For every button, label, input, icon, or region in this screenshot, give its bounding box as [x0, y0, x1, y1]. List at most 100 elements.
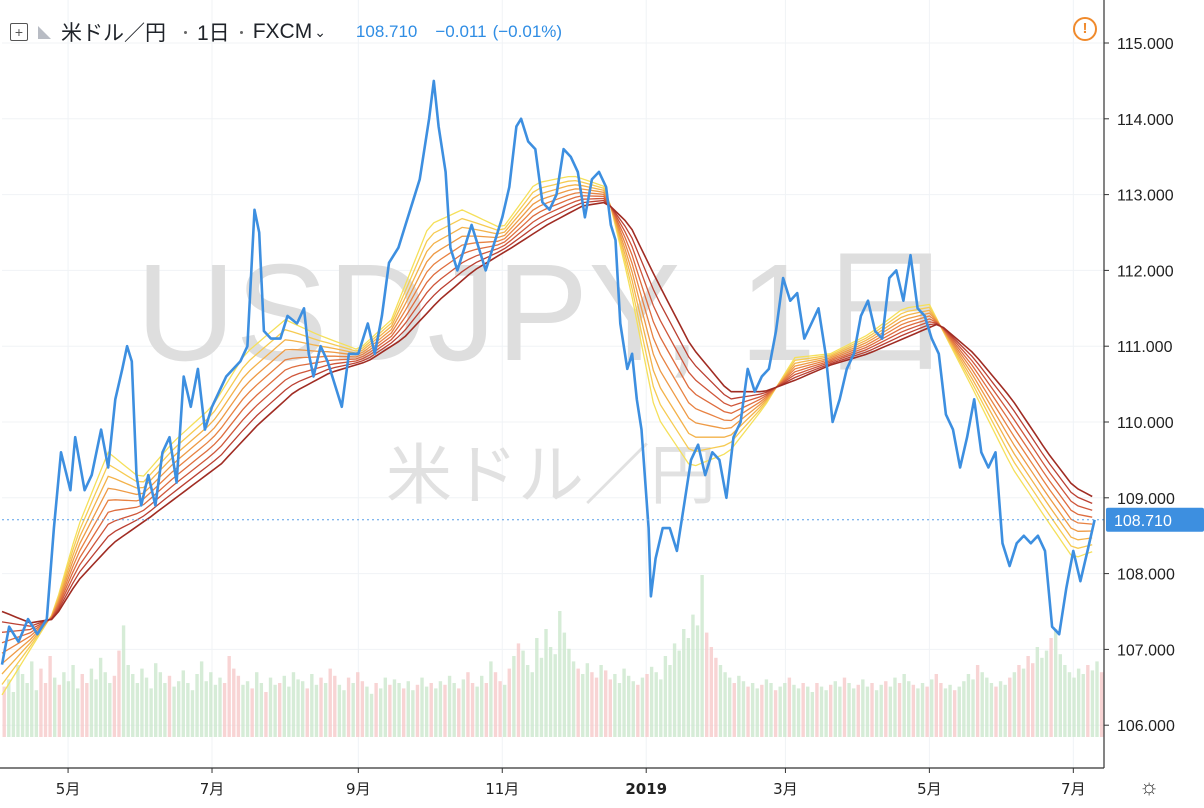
ema-line: [1, 199, 1093, 627]
volume-bar: [902, 674, 906, 737]
volume-bar: [691, 614, 695, 737]
volume-bar: [379, 688, 383, 737]
volume-bar: [907, 681, 911, 737]
volume-bar: [282, 675, 286, 737]
volume-bar: [475, 686, 479, 737]
symbol-name[interactable]: 米ドル／円: [61, 22, 166, 45]
volume-bar: [727, 677, 732, 737]
ema-line: [1, 191, 1093, 654]
volume-bar: [103, 672, 107, 737]
volume-bar: [98, 657, 103, 737]
volume-bar: [11, 692, 16, 737]
volume-bar: [250, 688, 254, 737]
interval-label[interactable]: 1日: [197, 22, 230, 45]
time-tick-label: 7月: [1061, 780, 1086, 798]
volume-bar: [346, 677, 351, 737]
volume-bar: [911, 684, 916, 737]
ema-line: [1, 175, 1093, 696]
volume-bar: [594, 677, 599, 737]
volume-bar: [7, 679, 11, 737]
volume-bar: [792, 684, 796, 737]
volume-bar: [94, 679, 98, 737]
volume-bar: [819, 686, 824, 737]
volume-bar: [833, 681, 837, 737]
volume-bar: [1003, 684, 1007, 737]
volume-bar: [190, 690, 195, 737]
volume-bar: [512, 656, 516, 737]
chart-header: + 米ドル／円 1日 FXCM ⌄ 108.710 −0.011 (−0.01%…: [10, 16, 562, 48]
volume-bar: [337, 684, 342, 737]
square-plus-icon[interactable]: +: [10, 23, 28, 41]
time-tick-label: 7月: [200, 780, 225, 798]
volume-bar: [264, 692, 268, 737]
time-axis[interactable]: 5月 7月 9月 11月 2019 3月 5月 7月: [0, 767, 1104, 808]
volume-bar: [801, 683, 805, 737]
volume-bar: [856, 684, 860, 737]
volume-bar: [829, 684, 833, 737]
volume-bar: [1031, 663, 1035, 737]
volume-bar: [608, 679, 612, 737]
volume-bar: [85, 683, 89, 737]
volume-bar: [213, 684, 218, 737]
volume-bar: [1063, 665, 1067, 737]
volume-bar: [323, 683, 328, 737]
volume-bar: [131, 674, 135, 737]
volume-bar: [328, 668, 332, 737]
watermark-name: 米ドル／円: [386, 437, 716, 514]
volume-bar: [172, 686, 176, 737]
volume-bar: [30, 661, 34, 737]
settings-gear-icon[interactable]: ☼: [1139, 774, 1160, 799]
ema-line: [1, 179, 1093, 685]
time-tick-label: 11月: [485, 780, 519, 798]
flag-icon[interactable]: [38, 25, 51, 39]
volume-bar: [461, 679, 466, 737]
volume-bar: [640, 677, 645, 737]
volume-bar: [401, 688, 406, 737]
time-tick-label: 5月: [917, 780, 942, 798]
exchange-label[interactable]: FXCM: [252, 20, 313, 43]
volume-bar: [181, 670, 185, 737]
volume-bar: [149, 688, 153, 737]
volume-bar: [576, 668, 580, 737]
ema-line: [1, 197, 1093, 633]
volume-bar: [218, 677, 222, 737]
volume-bar: [273, 684, 277, 737]
volume-bar: [645, 674, 649, 737]
volume-bar: [737, 675, 741, 737]
price-line: [0, 79, 1096, 665]
volume-bar: [209, 672, 213, 737]
volume-bar: [424, 686, 429, 737]
volume-bar: [718, 665, 723, 737]
volume-bar: [925, 686, 929, 737]
volume-bar: [291, 672, 296, 737]
volume-bar: [824, 690, 828, 737]
volume-bar: [879, 684, 883, 737]
volume-bar: [144, 677, 149, 737]
volume-bar: [1035, 647, 1040, 737]
alert-icon[interactable]: !: [1073, 17, 1097, 41]
time-tick-label: 2019: [625, 780, 667, 798]
volume-bar: [695, 625, 700, 737]
volume-bar: [89, 668, 94, 737]
volume-bar: [80, 674, 84, 737]
volume-bar: [388, 684, 392, 737]
price-axis[interactable]: 115.000 114.000 113.000 112.000 111.000 110.0…: [1103, 0, 1204, 808]
volume-bar: [1058, 654, 1062, 737]
grid-lines: [2, 0, 1104, 768]
volume-bar: [163, 683, 167, 737]
volume-bar: [952, 690, 957, 737]
volume-bar: [939, 683, 943, 737]
volume-bar: [121, 625, 126, 737]
close-price-line: [0, 79, 1096, 665]
volume-bar: [374, 683, 378, 737]
volume-bar: [686, 638, 691, 737]
volume-bar: [199, 661, 204, 737]
volume-bar: [34, 690, 39, 737]
volume-bar: [884, 681, 888, 737]
separator-dot: [239, 30, 243, 34]
volume-bar: [700, 575, 704, 737]
volume-bar: [1008, 677, 1012, 737]
chevron-down-icon[interactable]: ⌄: [314, 23, 326, 40]
volume-bar: [1086, 665, 1090, 737]
